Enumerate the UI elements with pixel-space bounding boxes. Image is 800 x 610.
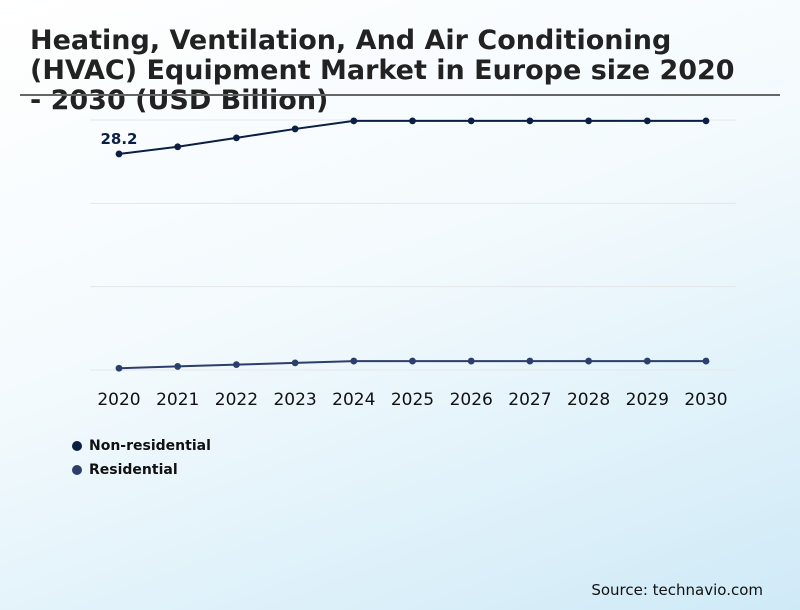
data-point-non-residential <box>643 117 651 125</box>
x-tick-label: 2024 <box>332 390 375 410</box>
data-point-residential <box>585 357 592 365</box>
x-tick-label: 2029 <box>626 390 669 410</box>
data-point-residential <box>174 363 182 370</box>
data-point-non-residential <box>526 117 534 125</box>
grid-lines <box>90 119 736 371</box>
source-credit: Source: technavio.com <box>591 581 763 599</box>
data-point-non-residential <box>291 125 299 133</box>
data-point-residential <box>526 357 534 365</box>
data-point-residential <box>643 357 651 365</box>
x-axis-ticks: 2020 2021 2022 2023 2024 2025 2026 2027 2028 2029… <box>97 390 727 410</box>
legend-item-non-residential: Non-residential <box>72 434 211 458</box>
legend: Non-residential Residential <box>72 434 211 482</box>
data-point-non-residential <box>702 117 710 125</box>
series-line-non-residential <box>118 119 706 155</box>
x-tick-label: 2028 <box>567 390 610 410</box>
series-lines <box>118 119 706 370</box>
x-tick-label: 2020 <box>97 390 140 410</box>
legend-marker-residential <box>72 465 82 475</box>
legend-label-residential: Residential <box>89 462 178 478</box>
x-tick-label: 2023 <box>273 390 316 410</box>
data-point-non-residential <box>174 143 182 151</box>
legend-label-non-residential: Non-residential <box>89 438 211 454</box>
x-tick-label: 2021 <box>156 390 199 410</box>
title-divider <box>20 94 780 96</box>
data-point-residential <box>467 357 475 365</box>
data-point-non-residential <box>233 134 240 142</box>
data-point-residential <box>291 359 299 367</box>
legend-marker-non-residential <box>72 441 82 451</box>
data-point-non-residential <box>585 117 592 125</box>
data-point-residential <box>409 357 416 365</box>
data-point-residential <box>702 357 710 365</box>
x-tick-label: 2026 <box>450 390 493 410</box>
x-tick-label: 2030 <box>684 390 727 410</box>
x-tick-label: 2025 <box>391 390 434 410</box>
x-tick-label: 2027 <box>508 390 551 410</box>
data-point-non-residential <box>350 117 358 125</box>
data-point-residential <box>233 361 240 369</box>
data-point-residential <box>115 364 123 372</box>
data-label: 28.2 <box>100 130 137 148</box>
data-point-residential <box>350 357 358 365</box>
x-tick-label: 2022 <box>215 390 258 410</box>
chart-title: Heating, Ventilation, And Air Conditioni… <box>30 25 735 116</box>
legend-item-residential: Residential <box>72 458 211 482</box>
data-points <box>115 117 710 372</box>
data-point-non-residential <box>467 117 475 125</box>
data-point-non-residential <box>409 117 416 125</box>
data-labels: 28.2 <box>100 130 137 148</box>
data-point-non-residential <box>115 150 123 158</box>
